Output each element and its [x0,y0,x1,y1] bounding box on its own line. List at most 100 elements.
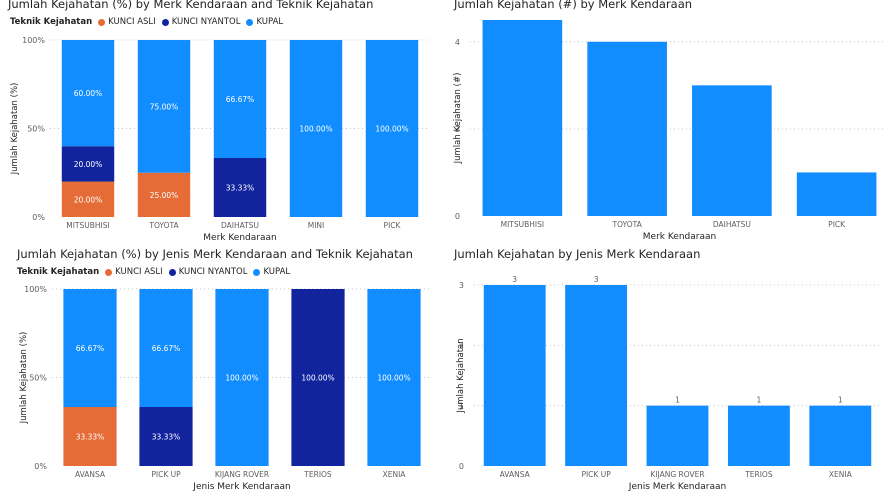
chart-panel-1: Jumlah Kejahatan (%) by Merk Kendaraan a… [0,0,440,248]
legend-marker [253,268,261,276]
bar [482,20,563,216]
bar-segment [289,40,343,217]
legend-item-kunci-asli[interactable]: KUNCI ASLI [98,17,156,27]
chart-panel-2: Jumlah Kejahatan (#) by Merk Kendaraan 0… [446,0,886,248]
data-label: 20.00% [74,160,103,169]
y-axis-title: Jumlah Kejahatan (%) [10,83,20,176]
x-tick-label: PICK [828,220,846,229]
bar-segment [137,172,191,217]
y-tick-label: 2 [459,341,464,350]
x-tick-label: PICK UP [151,470,181,479]
x-axis-title: Merk Kendaraan [203,233,276,243]
bar [727,405,790,466]
x-tick-label: AVANSA [500,470,531,479]
legend-label: KUNCI NYANTOL [171,17,241,27]
bar-segment [137,40,191,173]
bar-segment [139,289,193,408]
bar-chart: 0 1 2 3 Jumlah Kejahatan 3 AVANSA 3 PICK UP 1 KIJA… [456,275,881,492]
data-label: 1 [675,396,680,405]
legend-title: Teknik Kejahatan [17,267,100,277]
x-tick-label: PICK UP [581,470,611,479]
data-label: 66.67% [76,344,105,353]
data-label: 20.00% [74,195,103,204]
y-tick-label: 0% [32,213,45,222]
legend-item-kupal[interactable]: KUPAL [246,17,283,27]
y-tick-label: 4 [455,38,460,47]
data-label: 60.00% [74,89,103,98]
legend-label: KUPAL [256,17,284,27]
y-tick-label: 0 [455,212,460,221]
data-label: 100.00% [301,374,334,383]
chart-title: Jumlah Kejahatan by Jenis Merk Kendaraan [454,247,701,261]
chart-title: Jumlah Kejahatan (%) by Merk Kendaraan a… [8,0,374,11]
x-tick-label: TOYOTA [611,220,642,229]
x-axis-title: Jenis Merk Kendaraan [628,482,726,492]
legend-marker [105,268,113,276]
y-tick-label: 50% [27,125,45,134]
bar-segment [367,289,421,466]
data-label: 66.67% [226,95,255,104]
bar [692,85,772,216]
chart-legend: Teknik Kejahatan KUNCI ASLI KUNCI NYANTO… [17,267,296,277]
y-tick-label: 3 [459,281,464,290]
y-tick-label: 1 [459,402,464,411]
data-label: 3 [512,275,517,284]
data-label: 100.00% [375,125,408,134]
bar [796,172,877,216]
x-tick-label: TERIOS [744,470,773,479]
data-label: 33.33% [152,433,181,442]
data-label: 33.33% [226,184,255,193]
bar [809,405,872,466]
legend-item-kunci-nyantol[interactable]: KUNCI NYANTOL [168,267,248,277]
y-tick-label: 100% [24,285,47,294]
bar [587,41,667,217]
legend-label: KUNCI NYANTOL [178,267,248,277]
legend-marker [98,18,106,26]
legend-marker [246,18,254,26]
stacked-bar-chart: 0% 50% 100% Jumlah Kejahatan (%) 20.00% 20.00… [10,36,430,243]
chart-title: Jumlah Kejahatan (#) by Merk Kendaraan [454,0,693,11]
x-tick-label: TOYOTA [148,221,179,230]
bar [565,285,628,466]
legend-label: KUPAL [263,267,291,277]
legend-label: KUNCI ASLI [115,267,163,277]
legend-item-kunci-asli[interactable]: KUNCI ASLI [105,267,163,277]
bar-segment [213,158,267,217]
chart-title: Jumlah Kejahatan (%) by Jenis Merk Kenda… [17,247,413,261]
legend-marker [161,18,169,26]
x-tick-label: DAIHATSU [713,220,751,229]
bar-segment [291,289,345,466]
x-tick-label: TERIOS [303,470,332,479]
bar-segment [63,289,117,408]
bar [483,285,546,466]
bar-segment [63,407,117,466]
legend-title: Teknik Kejahatan [10,17,93,27]
x-tick-label: MITSUBHISI [501,220,544,229]
x-tick-label: XENIA [829,470,853,479]
x-tick-label: AVANSA [75,470,106,479]
data-label: 1 [757,396,762,405]
data-label: 100.00% [377,374,410,383]
bar-segment [215,289,269,466]
data-label: 100.00% [225,374,258,383]
x-tick-label: MITSUBHISI [66,221,109,230]
data-label: 33.33% [76,433,105,442]
bar-chart: 0 2 4 Jumlah Kejahatan (#) MITSUBHISI TOYOTA D… [453,20,886,242]
bar [646,405,709,466]
x-tick-label: DAIHATSU [221,221,259,230]
bar-segment [139,407,193,466]
x-tick-label: MINI [308,221,325,230]
y-axis-title: Jumlah Kejahatan (%) [19,332,29,425]
data-label: 25.00% [150,191,179,200]
y-axis-title: Jumlah Kejahatan [456,338,466,413]
x-axis-title: Jenis Merk Kendaraan [192,482,290,492]
data-label: 100.00% [299,125,332,134]
y-axis-title: Jumlah Kejahatan (#) [453,73,463,165]
chart-panel-3: Jumlah Kejahatan (%) by Jenis Merk Kenda… [0,247,440,496]
bar-segment [213,40,267,159]
bar-segment [61,40,115,147]
legend-item-kunci-nyantol[interactable]: KUNCI NYANTOL [161,17,241,27]
legend-item-kupal[interactable]: KUPAL [253,267,290,277]
data-label: 1 [838,396,843,405]
y-tick-label: 100% [22,36,45,45]
